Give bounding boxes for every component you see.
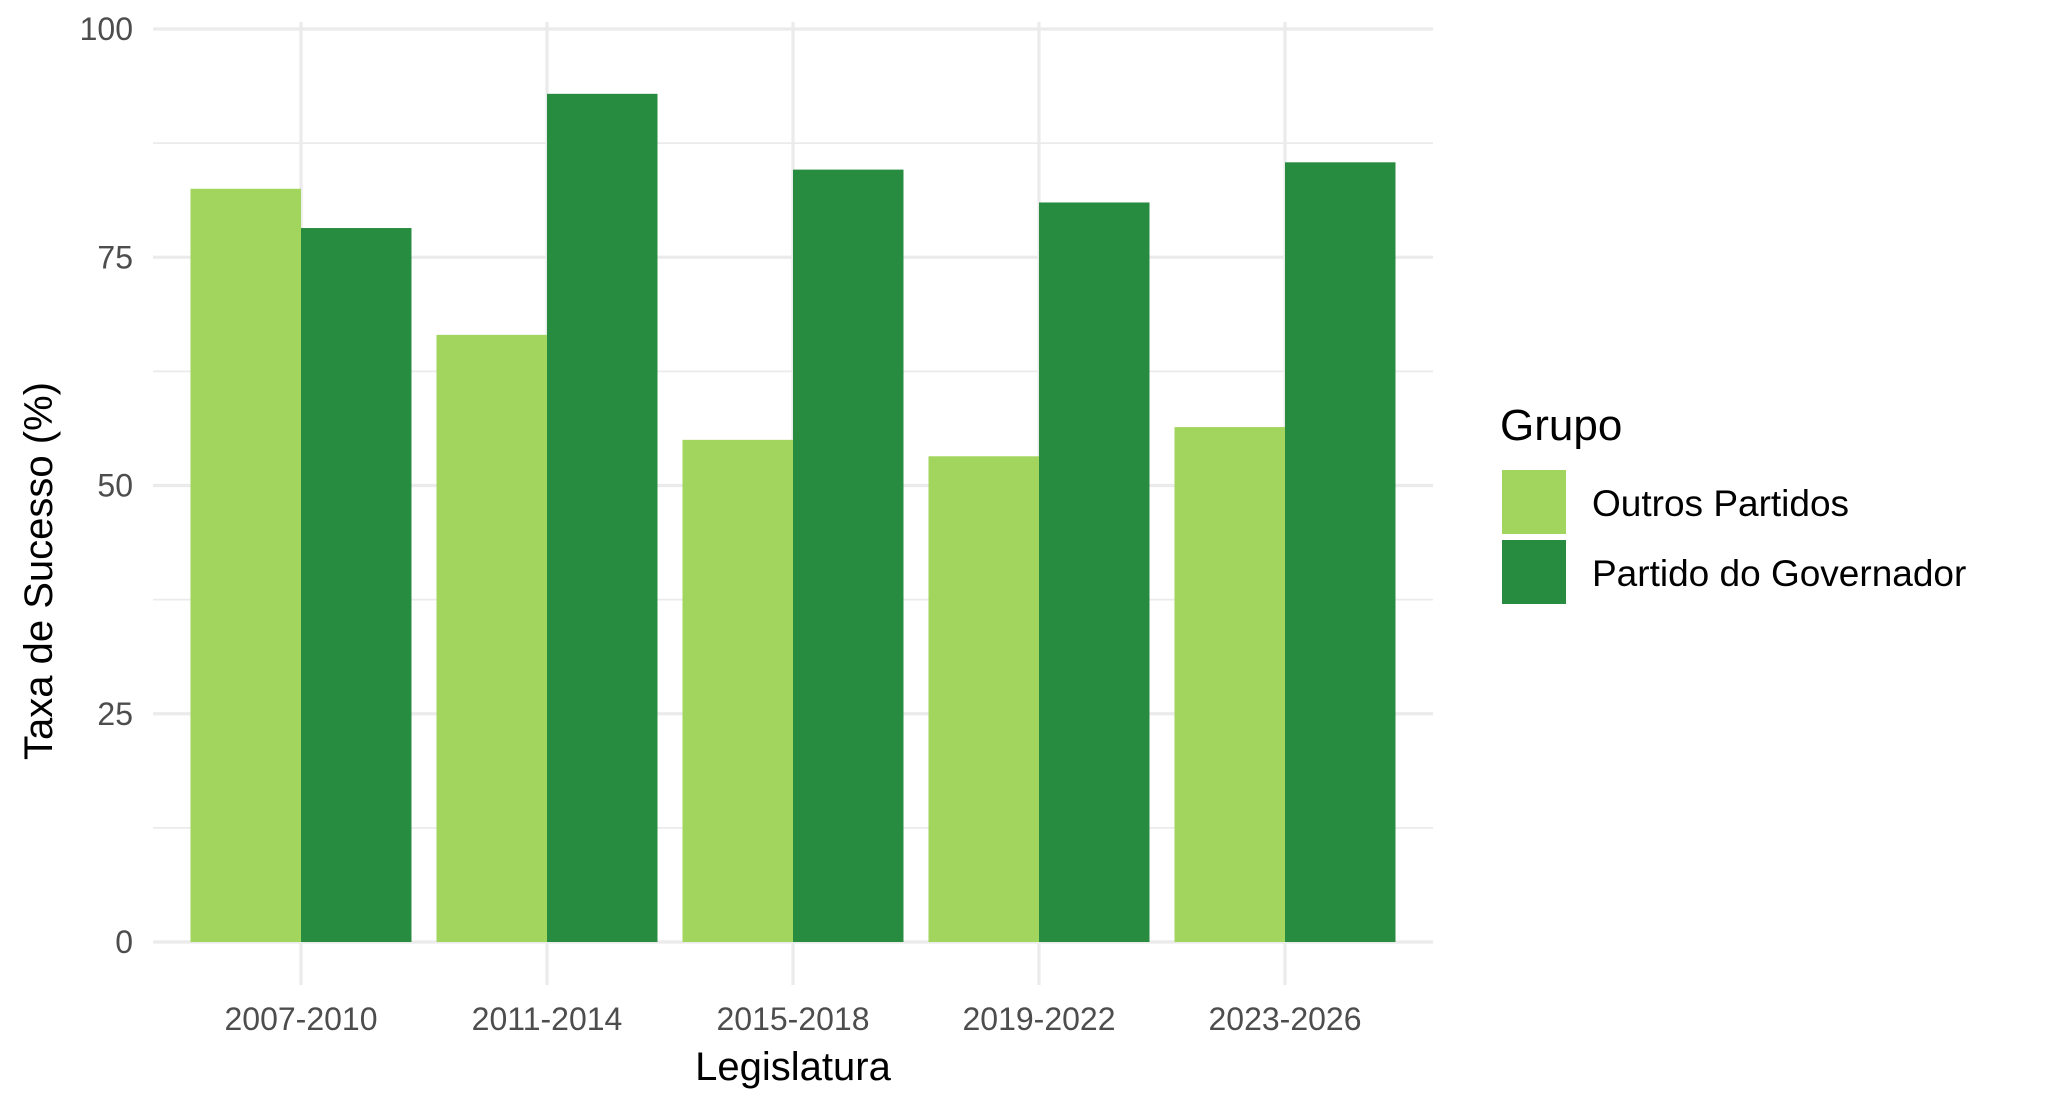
y-tick-label: 75	[97, 239, 133, 275]
bar-outros-partidos-2007-2010	[190, 188, 301, 942]
bar-partido-do-governador-2011-2014	[547, 93, 658, 942]
bar-outros-partidos-2023-2026	[1174, 427, 1285, 942]
y-axis-ticks: 0 25 50 75 100	[80, 11, 133, 960]
bar-outros-partidos-2019-2022	[928, 456, 1039, 942]
legend-label: Partido do Governador	[1592, 553, 1966, 594]
y-tick-label: 50	[97, 468, 133, 504]
bar-partido-do-governador-2019-2022	[1039, 202, 1150, 943]
x-tick-label: 2007-2010	[224, 1001, 377, 1037]
bar-outros-partidos-2011-2014	[436, 334, 547, 943]
x-tick-label: 2015-2018	[716, 1001, 869, 1037]
bars	[190, 93, 1396, 943]
y-tick-label: 0	[115, 924, 133, 960]
legend-key-partido-do-governador	[1502, 540, 1566, 604]
x-tick-label: 2019-2022	[962, 1001, 1115, 1037]
y-tick-label: 100	[80, 11, 133, 47]
x-tick-label: 2011-2014	[472, 1001, 623, 1037]
x-axis-title: Legislatura	[695, 1045, 891, 1089]
legend-label: Outros Partidos	[1592, 483, 1849, 524]
legend-items: Outros Partidos Partido do Governador	[1502, 470, 1966, 604]
x-axis-ticks: 2007-2010 2011-2014 2015-2018 2019-2022 2023…	[224, 1001, 1361, 1037]
bar-outros-partidos-2015-2018	[682, 439, 793, 942]
legend: Grupo Outros Partidos Partido do Governad…	[1500, 401, 1966, 604]
bar-partido-do-governador-2007-2010	[301, 228, 412, 942]
y-axis-title: Taxa de Sucesso (%)	[17, 382, 61, 760]
bar-partido-do-governador-2023-2026	[1285, 162, 1396, 943]
bar-partido-do-governador-2015-2018	[793, 169, 904, 943]
y-tick-label: 25	[97, 696, 133, 732]
x-tick-label: 2023-2026	[1208, 1001, 1361, 1037]
legend-key-outros-partidos	[1502, 470, 1566, 534]
legend-title: Grupo	[1500, 401, 1622, 450]
